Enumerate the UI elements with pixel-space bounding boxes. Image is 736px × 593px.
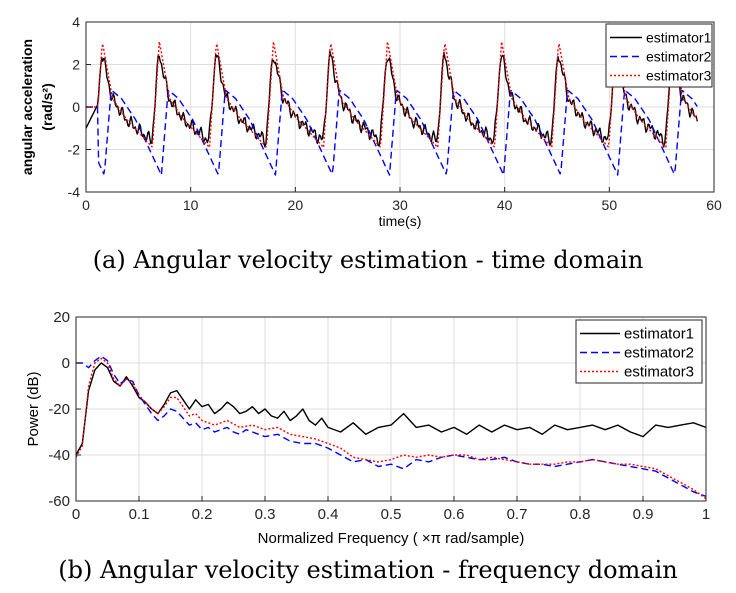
x-tick-label: 60 bbox=[706, 197, 722, 213]
legend-box bbox=[605, 23, 713, 88]
chart-a-xlabel: time(s) bbox=[379, 213, 422, 229]
x-tick-label: 0.5 bbox=[381, 506, 402, 523]
y-tick-label: -20 bbox=[48, 401, 70, 418]
y-tick-label: -60 bbox=[48, 493, 70, 510]
y-tick-label: -2 bbox=[68, 142, 81, 158]
x-tick-label: 50 bbox=[602, 197, 618, 213]
caption-a: (a) Angular velocity estimation - time d… bbox=[92, 246, 644, 274]
chart-b-ylabel: Power (dB) bbox=[25, 371, 42, 446]
legend-label-estimator2: estimator2 bbox=[624, 345, 694, 362]
chart-b-legend: estimator1 estimator2 estimator3 bbox=[575, 319, 703, 384]
x-tick-label: 1 bbox=[702, 506, 710, 523]
x-tick-label: 0.1 bbox=[129, 506, 150, 523]
y-tick-label: 4 bbox=[72, 14, 80, 30]
chart-a-ylabel: angular acceleration bbox=[19, 39, 35, 175]
chart-b-ticks: 0 0.1 0.2 0.3 0.4 0.5 0.6 0.7 0.8 0.9 1 -60 -40 -20 0 2… bbox=[48, 309, 710, 523]
x-tick-label: 10 bbox=[183, 197, 199, 213]
series-line-estimator1 bbox=[85, 50, 698, 148]
chart-a-legend: estimator1 estimator2 estimator3 bbox=[605, 23, 713, 88]
x-tick-label: 0.6 bbox=[444, 506, 465, 523]
y-tick-label: 0 bbox=[72, 99, 80, 115]
series-line-estimator3 bbox=[75, 357, 707, 500]
x-tick-label: 0.7 bbox=[507, 506, 528, 523]
y-tick-label: 20 bbox=[53, 309, 70, 326]
chart-b: 0 0.1 0.2 0.3 0.4 0.5 0.6 0.7 0.8 0.9 1 -60 -40 -20 0 2… bbox=[25, 309, 710, 547]
series-line-estimator3 bbox=[86, 41, 698, 149]
legend-label-estimator3: estimator3 bbox=[646, 68, 712, 84]
y-tick-label: -40 bbox=[48, 447, 70, 464]
chart-a-ylabel-unit: (rad/s²) bbox=[39, 83, 55, 130]
series-line-estimator2 bbox=[76, 355, 707, 498]
legend-label-estimator2: estimator2 bbox=[646, 49, 712, 65]
chart-b-lines bbox=[75, 355, 707, 500]
x-tick-label: 0.4 bbox=[318, 506, 339, 523]
x-tick-label: 0.9 bbox=[633, 506, 654, 523]
x-tick-label: 0 bbox=[82, 197, 90, 213]
chart-a-lines bbox=[85, 41, 698, 176]
legend-label-estimator1: estimator1 bbox=[646, 30, 712, 46]
x-tick-label: 0.8 bbox=[570, 506, 591, 523]
x-tick-label: 0.2 bbox=[192, 506, 213, 523]
legend-box bbox=[575, 319, 703, 384]
x-tick-label: 20 bbox=[288, 197, 304, 213]
x-tick-label: 40 bbox=[497, 197, 513, 213]
caption-b: (b) Angular velocity estimation - freque… bbox=[58, 556, 678, 584]
x-tick-label: 0.3 bbox=[255, 506, 276, 523]
y-tick-label: 0 bbox=[62, 355, 70, 372]
x-tick-label: 30 bbox=[392, 197, 408, 213]
x-tick-label: 0 bbox=[72, 506, 80, 523]
chart-a-ticks: 0 10 20 30 40 50 60 -4 -2 0 2 4 bbox=[68, 14, 722, 213]
y-tick-label: -4 bbox=[68, 184, 81, 200]
legend-label-estimator3: estimator3 bbox=[624, 364, 694, 381]
chart-b-xlabel: Normalized Frequency ( ×π rad/sample) bbox=[258, 530, 525, 547]
legend-label-estimator1: estimator1 bbox=[624, 326, 694, 343]
series-line-estimator2 bbox=[86, 89, 698, 176]
chart-a: 0 10 20 30 40 50 60 -4 -2 0 2 4 time(s) angular acc… bbox=[19, 14, 722, 229]
y-tick-label: 2 bbox=[72, 57, 80, 73]
